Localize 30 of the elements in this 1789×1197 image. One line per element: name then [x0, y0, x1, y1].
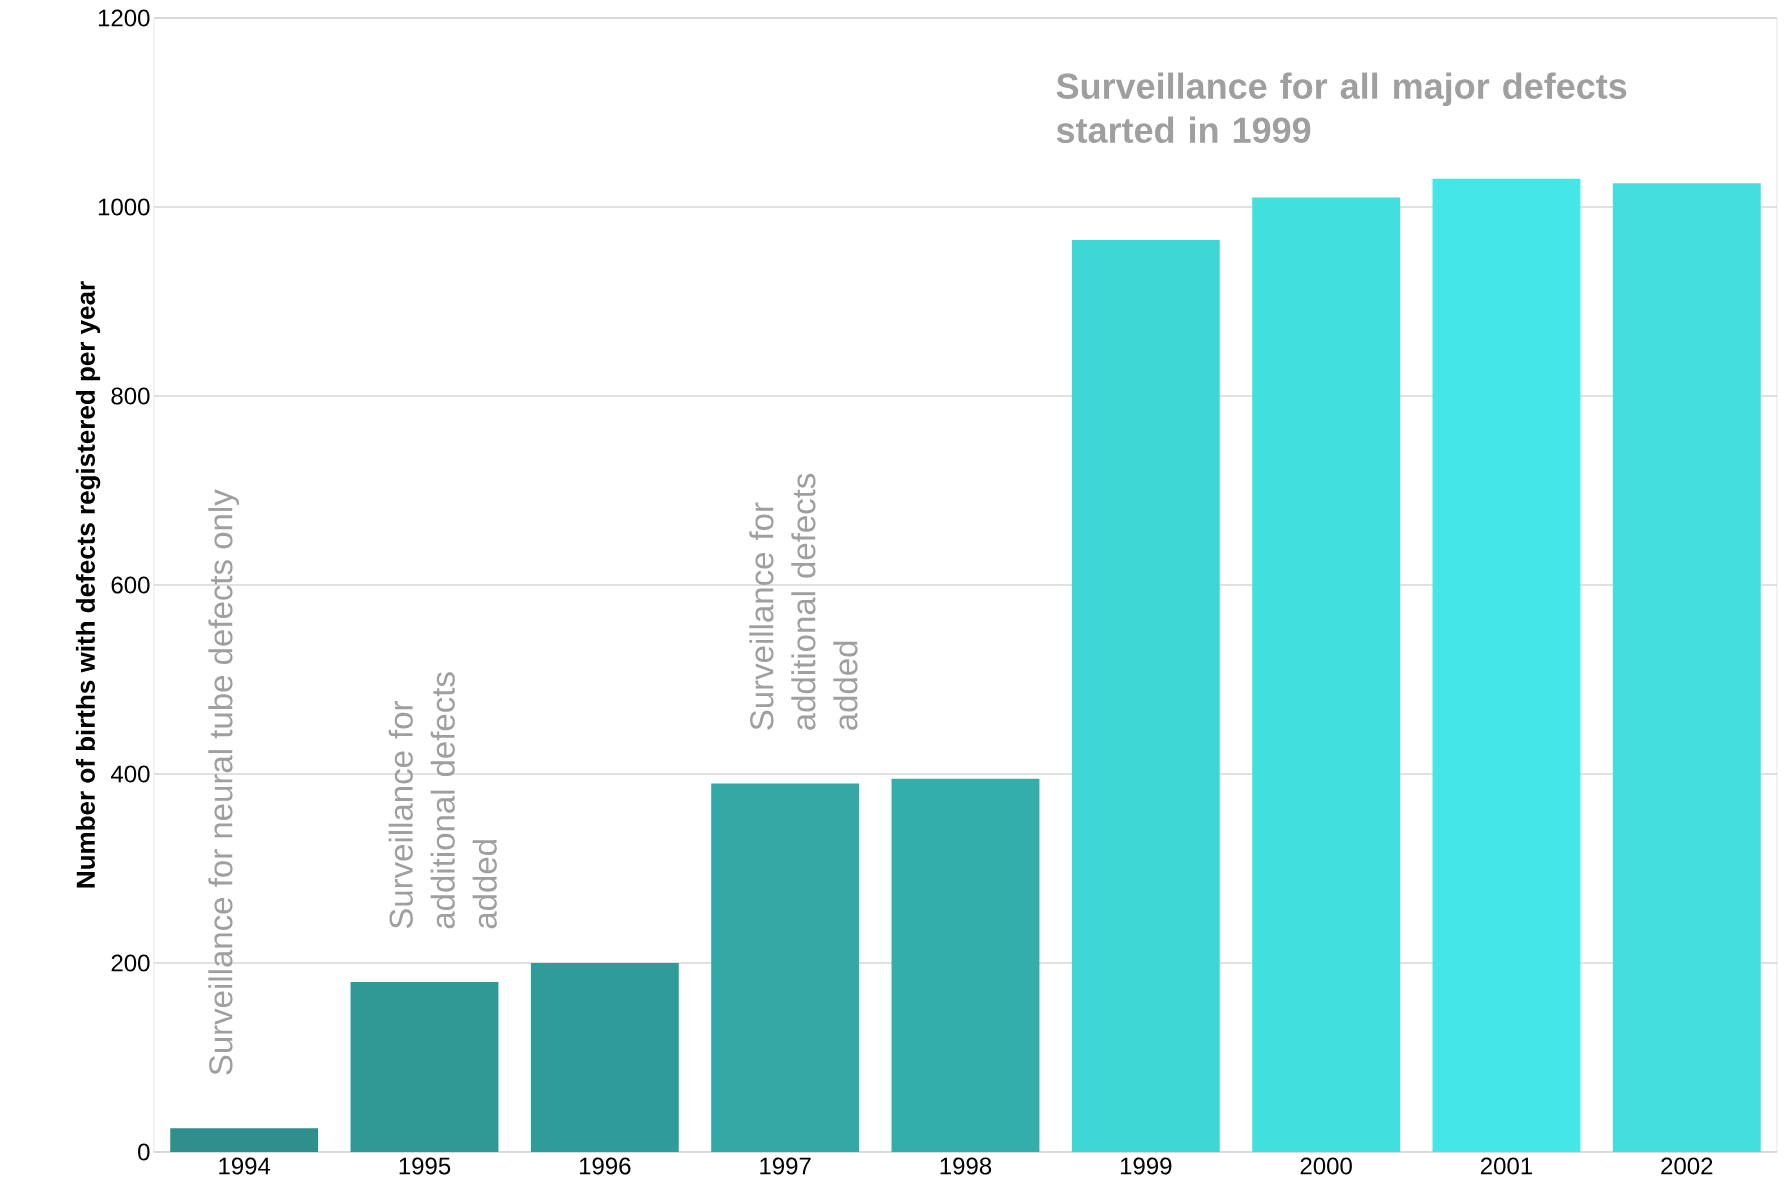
bar [891, 778, 1040, 1152]
x-tick-label: 1996 [579, 1157, 631, 1175]
y-tick-label: 200 [111, 954, 150, 972]
annotation: Surveillance for all major defects started in 1999 [1056, 72, 1627, 143]
x-tick-label: 2000 [1300, 1157, 1352, 1175]
x-tick-label: 1997 [760, 1157, 811, 1175]
x-tick-label: 1999 [1120, 1157, 1172, 1175]
x-tick-label: 1995 [399, 1157, 451, 1175]
y-tick-label: 0 [138, 1143, 150, 1161]
y-tick-label: 1200 [98, 9, 150, 27]
bar [1071, 240, 1220, 1152]
x-tick-label: 1998 [940, 1157, 992, 1175]
bar [170, 1128, 319, 1152]
annotation: Surveillance for additional defects added [749, 473, 858, 730]
annotation: Surveillance for neural tube defects only [208, 489, 240, 1075]
bar [350, 981, 499, 1152]
bar [1252, 197, 1401, 1152]
x-tick-label: 2001 [1480, 1157, 1532, 1175]
y-tick-label: 800 [111, 387, 150, 405]
bar [530, 962, 679, 1152]
bar [1612, 183, 1761, 1152]
y-tick-label: 600 [111, 576, 150, 594]
x-tick-label: 1994 [219, 1157, 271, 1175]
y-axis-title: Number of births with defects registered per year [75, 281, 101, 888]
x-tick-label: 2002 [1661, 1157, 1713, 1175]
bar [711, 783, 860, 1152]
y-tick-label: 400 [110, 765, 150, 783]
annotation: Surveillance for additional defects added [388, 672, 497, 929]
y-tick-label: 1000 [98, 198, 150, 216]
bar [1432, 178, 1581, 1152]
